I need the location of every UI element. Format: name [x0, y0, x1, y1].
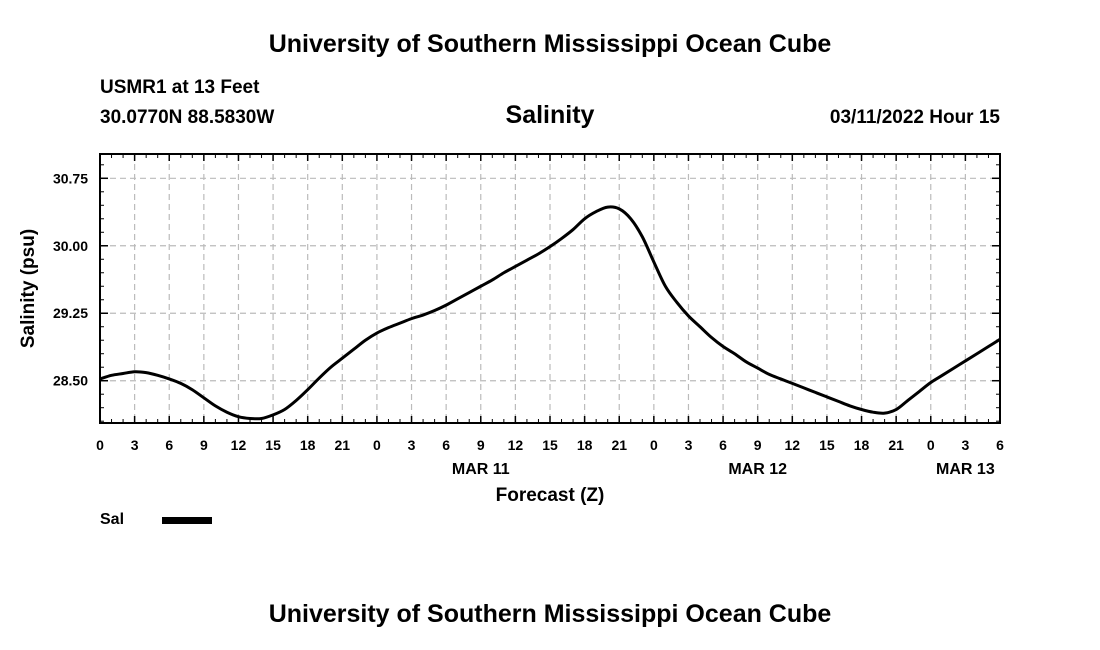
x-tick-label: 12	[508, 437, 524, 453]
y-tick-label: 30.75	[53, 170, 88, 186]
x-tick-label: 6	[165, 437, 173, 453]
footer-title: University of Southern Mississippi Ocean…	[268, 600, 832, 628]
x-tick-label: 9	[477, 437, 485, 453]
tick-labels: 0 3 6 9 12 15 18 21 0 3 6 9 12 15 18 21 0 3 6 9 12 15 18 21 0 3 6M…	[53, 170, 1004, 478]
x-tick-label: 18	[577, 437, 593, 453]
x-tick-label: 21	[335, 437, 351, 453]
legend-line-swatch	[162, 517, 212, 524]
x-tick-label: 0	[927, 437, 935, 453]
x-tick-label: 18	[300, 437, 316, 453]
x-axis-label: Forecast (Z)	[496, 485, 605, 506]
x-tick-label: 9	[754, 437, 762, 453]
x-tick-label: 0	[650, 437, 658, 453]
station-label: USMR1 at 13 Feet	[100, 77, 260, 98]
x-tick-label: 15	[542, 437, 558, 453]
x-tick-label: 12	[231, 437, 247, 453]
page-title: University of Southern Mississippi Ocean…	[268, 30, 832, 58]
x-tick-label: 0	[373, 437, 381, 453]
x-tick-label: 9	[200, 437, 208, 453]
x-tick-label: 18	[854, 437, 870, 453]
y-axis-label: Salinity (psu)	[18, 229, 39, 348]
x-date-label: MAR 13	[936, 461, 995, 478]
x-tick-label: 6	[442, 437, 450, 453]
x-tick-label: 21	[611, 437, 627, 453]
station-coordinates: 30.0770N 88.5830W	[100, 107, 275, 128]
x-tick-label: 3	[408, 437, 416, 453]
x-tick-label: 0	[96, 437, 104, 453]
x-tick-label: 15	[819, 437, 835, 453]
forecast-datetime: 03/11/2022 Hour 15	[829, 107, 1000, 128]
x-tick-label: 12	[785, 437, 801, 453]
x-tick-label: 3	[685, 437, 693, 453]
plot-frame	[99, 153, 1001, 424]
x-tick-label: 15	[265, 437, 281, 453]
x-date-label: MAR 12	[728, 461, 787, 478]
x-tick-label: 3	[131, 437, 139, 453]
x-tick-label: 21	[888, 437, 904, 453]
chart-title: Salinity	[505, 101, 595, 129]
x-date-label: MAR 11	[452, 461, 510, 478]
y-tick-label: 30.00	[53, 238, 88, 254]
series-line-sal	[99, 205, 1001, 421]
x-tick-label: 3	[961, 437, 969, 453]
y-tick-label: 29.25	[53, 305, 88, 321]
grid-lines	[100, 154, 1000, 423]
legend-label: Sal	[100, 511, 125, 528]
x-tick-label: 6	[996, 437, 1004, 453]
x-tick-label: 6	[719, 437, 727, 453]
y-tick-label: 28.50	[53, 373, 88, 389]
series-layer	[99, 205, 1001, 421]
